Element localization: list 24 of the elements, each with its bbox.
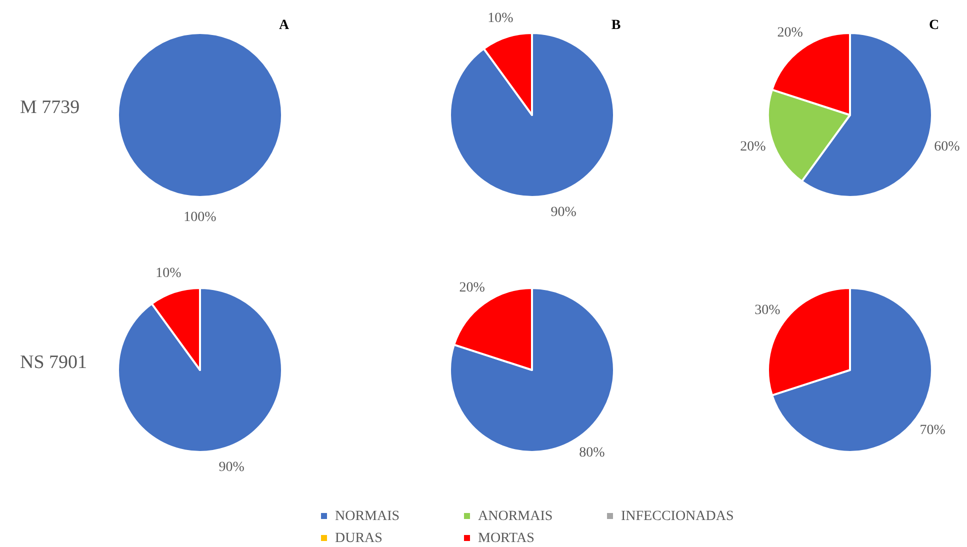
chart-title: A — [278, 18, 290, 33]
pie-slice — [117, 287, 283, 453]
data-label: 90% — [218, 460, 245, 476]
legend-label: NORMAIS — [335, 509, 400, 524]
data-label: 20% — [777, 25, 804, 40]
text: NS 7901 — [20, 352, 88, 373]
data-label: 60% — [934, 140, 960, 155]
legend-label: DURAS — [335, 531, 382, 546]
data-label: 20% — [740, 140, 766, 155]
chart-title: B — [611, 18, 621, 33]
pie-slice — [449, 32, 615, 198]
legend-label: INFECCIONADAS — [621, 509, 734, 524]
text: M 7739 — [20, 97, 80, 118]
data-label: 80% — [579, 446, 606, 461]
legend-label: ANORMAIS — [478, 509, 553, 524]
data-label: 100% — [184, 210, 217, 225]
data-label: 10% — [156, 266, 182, 281]
legend-label: MORTAS — [478, 531, 534, 546]
data-label: 10% — [488, 10, 514, 26]
data-label: 70% — [920, 422, 946, 438]
data-label: 90% — [550, 205, 577, 220]
data-label: 30% — [754, 303, 781, 318]
data-label: 20% — [459, 280, 486, 296]
chart-title: C — [928, 18, 940, 33]
